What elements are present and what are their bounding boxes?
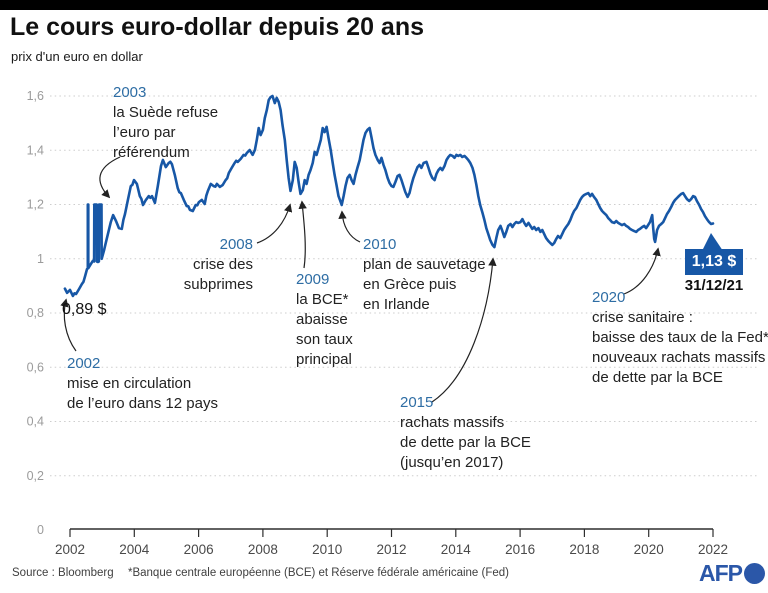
y-tick-label: 0,2 <box>27 469 44 483</box>
arrow-2003 <box>99 156 121 199</box>
y-tick-label: 1,2 <box>27 198 44 212</box>
x-tick-label: 2020 <box>634 542 664 557</box>
annotation-line: subprimes <box>183 276 253 293</box>
arrow-2015 <box>431 257 497 403</box>
annotation-line: baisse des taux de la Fed* <box>592 329 768 346</box>
annotation-line: son taux <box>296 331 353 348</box>
annotation-year: 2003 <box>113 84 147 101</box>
footnote-label: *Banque centrale européenne (BCE) et Rés… <box>128 567 509 579</box>
annotation-line: de dette par la BCE <box>400 434 531 451</box>
annotation-line: rachats massifs <box>400 414 505 431</box>
annotation-line: principal <box>296 351 352 368</box>
arrow-2010 <box>338 210 361 243</box>
eur-usd-line <box>63 94 715 298</box>
x-tick-label: 2014 <box>441 542 472 557</box>
annotation-2003: 2003 la Suède refuse l’euro par référend… <box>113 83 218 163</box>
annotation-line: la Suède refuse <box>113 104 219 121</box>
y-tick-label: 1,6 <box>27 89 44 103</box>
annotation-line: mise en circulation <box>67 375 192 392</box>
badge-pointer <box>702 233 723 251</box>
annotation-year: 2020 <box>592 289 626 306</box>
x-tick-label: 2022 <box>698 542 728 557</box>
annotation-2002: 2002 mise en circulation de l’euro dans … <box>67 354 218 414</box>
y-tick-label: 0,4 <box>27 415 44 429</box>
y-axis-labels: 1,6 1,4 1,2 1 0,8 0,6 0,4 0,2 0 <box>27 89 44 537</box>
y-tick-label: 0 <box>37 523 44 537</box>
afp-logo-circle <box>744 563 765 584</box>
afp-logo: AFP <box>699 560 765 587</box>
source-label: Source : Bloomberg <box>12 567 114 579</box>
arrow-2009 <box>298 200 307 269</box>
top-bar <box>0 0 768 10</box>
annotation-line: abaisse <box>296 311 348 328</box>
annotation-line: référendum <box>113 144 190 161</box>
end-value-badge: 1,13 $ <box>685 249 743 275</box>
annotation-line: (jusqu’en 2017) <box>400 454 504 471</box>
annotation-year: 2009 <box>296 271 330 288</box>
x-tick-label: 2008 <box>248 542 278 557</box>
annotation-line: nouveaux rachats massifs <box>592 349 766 366</box>
x-tick-label: 2006 <box>184 542 214 557</box>
annotation-2015: 2015 rachats massifs de dette par la BCE… <box>400 393 531 473</box>
annotation-line: crise sanitaire : <box>592 309 693 326</box>
annotation-line: plan de sauvetage <box>363 256 486 273</box>
x-axis <box>69 528 714 537</box>
annotation-line: de l’euro dans 12 pays <box>67 395 218 412</box>
annotation-line: de dette par la BCE <box>592 369 723 386</box>
x-axis-labels: 2002 2004 2006 2008 2010 2012 2014 2016 2018 2020… <box>55 542 728 557</box>
annotation-2009: 2009 la BCE* abaisse son taux principal <box>296 270 353 370</box>
page-title: Le cours euro-dollar depuis 20 ans <box>10 13 425 41</box>
chart-subtitle: prix d'un euro en dollar <box>11 49 143 64</box>
annotation-year: 2002 <box>67 355 101 372</box>
x-tick-label: 2012 <box>376 542 406 557</box>
y-tick-label: 0,8 <box>27 306 44 320</box>
annotation-2010: 2010 plan de sauvetage en Grèce puis en … <box>363 235 486 315</box>
x-tick-label: 2002 <box>55 542 85 557</box>
y-tick-label: 1,4 <box>27 143 44 157</box>
arrow-2020 <box>623 247 661 295</box>
x-tick-label: 2016 <box>505 542 535 557</box>
annotation-arrows <box>60 156 661 403</box>
annotation-year: 2015 <box>400 394 434 411</box>
y-tick-label: 0,6 <box>27 360 44 374</box>
arrow-2008 <box>256 203 293 244</box>
end-date-label: 31/12/21 <box>684 277 744 294</box>
arrow-2002 <box>60 298 77 352</box>
x-tick-label: 2018 <box>569 542 599 557</box>
gridlines <box>50 95 757 477</box>
annotation-year: 2010 <box>363 236 397 253</box>
x-tick-label: 2004 <box>119 542 150 557</box>
annotation-line: crise des <box>192 256 253 273</box>
annotation-2020: 2020 crise sanitaire : baisse des taux d… <box>592 288 768 388</box>
y-tick-label: 1 <box>37 252 44 266</box>
annotation-line: en Irlande <box>363 296 430 313</box>
annotation-line: la BCE* <box>296 291 349 308</box>
annotation-2008: 2008 crise des subprimes <box>158 235 253 295</box>
annotation-line: en Grèce puis <box>363 276 457 293</box>
x-tick-label: 2010 <box>312 542 342 557</box>
annotation-year: 2008 <box>219 236 253 253</box>
annotation-line: l’euro par <box>113 124 176 141</box>
start-value-label: 0,89 $ <box>62 301 107 318</box>
afp-logo-text: AFP <box>699 560 743 586</box>
